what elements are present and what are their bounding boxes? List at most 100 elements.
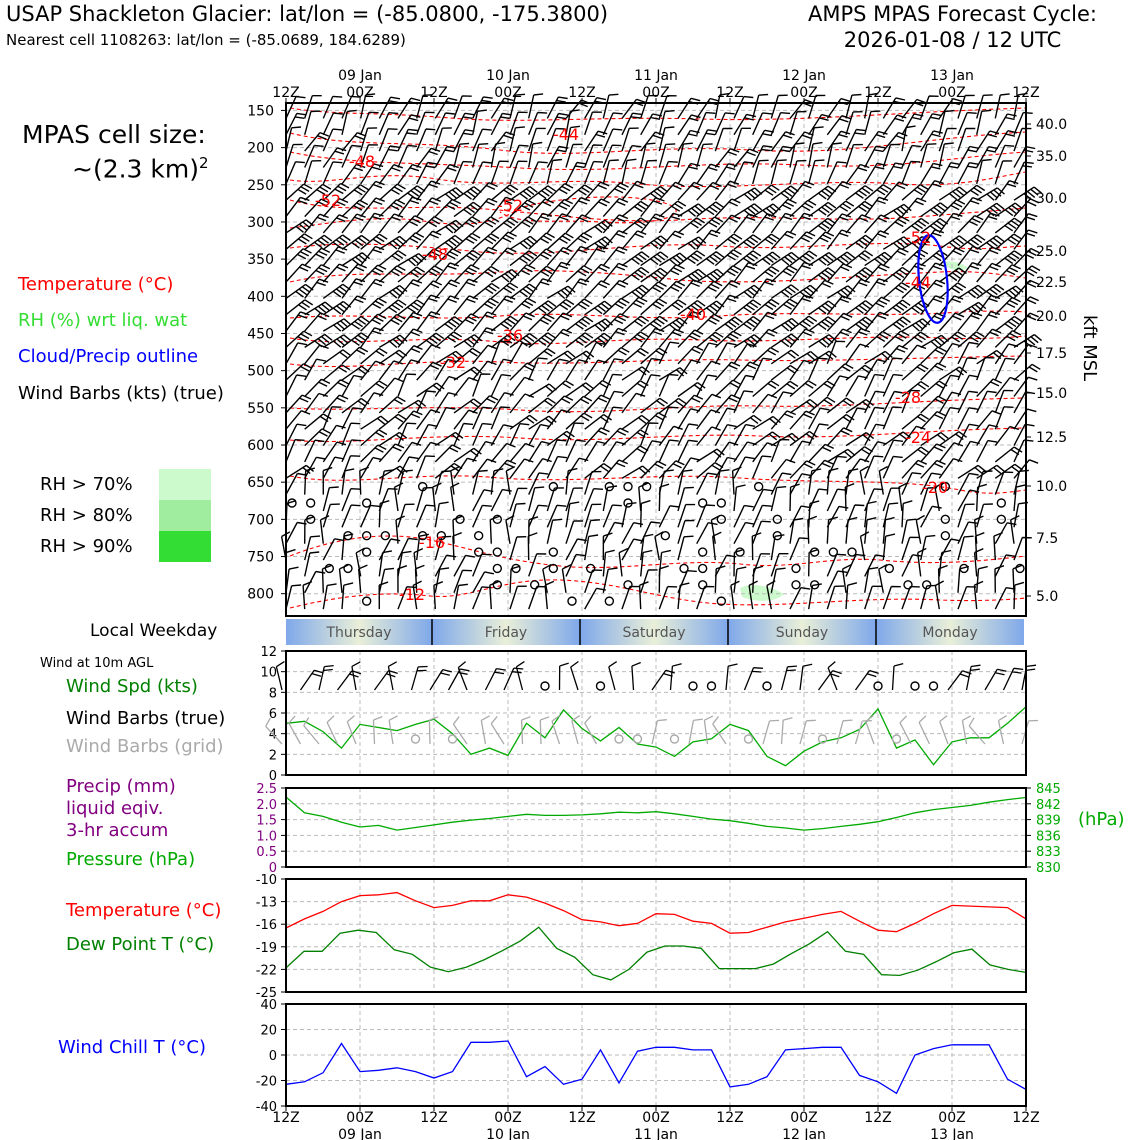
wind-barb: [539, 716, 550, 745]
wind-barb: [434, 567, 450, 593]
grid-barb-group: [712, 716, 727, 745]
wind-barb: [733, 187, 763, 201]
wind-barb: [304, 264, 331, 283]
cross-section-panel: 150 200 250 300 350 400 450 500 550 600 650 700 750 8…: [247, 92, 1067, 617]
wind-barb: [808, 334, 837, 348]
wind-calm-circle: [772, 514, 783, 525]
wind-barb: [937, 564, 948, 593]
wind-barb: [528, 93, 544, 119]
wind-barb: [434, 407, 456, 430]
wind-barb: [452, 532, 462, 561]
weekday-cell: [432, 619, 580, 645]
wind-barb: [808, 252, 837, 267]
wind-barb: [882, 247, 909, 267]
wind-barb: [882, 455, 903, 479]
y-tick-label: -19: [256, 941, 277, 956]
wind-barb: [677, 236, 707, 250]
grid-barb-group: [865, 715, 875, 745]
wind-barb: [546, 127, 566, 152]
wind-barb: [677, 217, 705, 234]
wind-barb: [677, 181, 703, 201]
wind-barb: [509, 342, 532, 365]
wind-barb: [696, 143, 713, 168]
wind-barb: [901, 389, 920, 414]
wind-barb: [976, 565, 988, 593]
wind-barb: [378, 313, 406, 332]
time-tick-label-bottom: 00Z: [642, 1110, 669, 1126]
wind-barb: [322, 246, 348, 267]
wind-barb: [360, 212, 384, 234]
wind-barb: [882, 215, 910, 234]
wind-barb: [602, 93, 619, 119]
wind-calm-circle: [688, 681, 698, 691]
wind-barb: [658, 328, 684, 348]
wind-barb: [808, 231, 835, 250]
date-label-bottom: 10 Jan: [486, 1127, 530, 1140]
wind-barb: [528, 248, 555, 267]
wind-barb: [528, 423, 550, 446]
wind-barb: [621, 585, 640, 610]
wind-barb: [322, 394, 349, 414]
wind-barb: [378, 284, 408, 299]
weekday-label: Friday: [485, 625, 527, 641]
wind-barb: [360, 444, 387, 463]
wind-barb: [360, 111, 379, 136]
wind-barb: [378, 550, 393, 577]
wind-barb: [965, 664, 981, 691]
wind-barb: [509, 250, 538, 267]
wind-barb: [378, 112, 399, 136]
wind-barb: [397, 196, 422, 218]
true-barb-group: [669, 663, 682, 691]
wind-calm-circle: [697, 498, 708, 508]
wind-barb: [372, 715, 383, 745]
wind-barb: [565, 298, 593, 316]
wind-barb: [322, 456, 345, 479]
wind-barb: [397, 410, 423, 430]
wind-barb: [864, 230, 890, 250]
wind-barb: [864, 130, 888, 152]
wind-barb: [565, 332, 594, 348]
wind-barb: [304, 312, 330, 332]
wind-barb: [920, 431, 949, 447]
temperature-contour-label: -44: [905, 273, 931, 292]
wind-barb: [826, 285, 856, 299]
wind-barb: [397, 456, 419, 479]
wind-barb: [957, 407, 979, 430]
wind-barb: [416, 332, 445, 348]
wind-barb: [490, 315, 519, 332]
wind-barb: [434, 97, 458, 119]
wind-barb: [854, 669, 879, 691]
wind-barb: [321, 564, 332, 593]
wind-barb: [322, 583, 337, 610]
y-tick-label: -13: [256, 896, 277, 911]
wind-barb: [770, 230, 797, 250]
wind-barb: [752, 455, 772, 479]
wind-barb: [920, 202, 949, 218]
wind-barb: [957, 521, 978, 545]
wind-barb: [584, 414, 612, 430]
wind-calm-circle: [996, 498, 1007, 508]
wind-barb: [322, 283, 351, 299]
wind-barb: [976, 130, 1000, 152]
wind-barb: [428, 716, 439, 745]
wind-barb: [322, 503, 340, 528]
wind-barb: [901, 536, 920, 561]
wind-barb: [584, 130, 608, 152]
wind-barb: [528, 383, 557, 398]
wind-barb: [730, 580, 740, 610]
wind-calm-circle: [473, 547, 484, 557]
wind-barb: [891, 662, 904, 691]
wind-barb: [845, 300, 874, 316]
wind-barb: [304, 333, 333, 348]
grid-barb-group: [571, 715, 581, 745]
wind-barb: [1021, 664, 1037, 691]
wind-barb: [360, 233, 388, 250]
time-tick-label-top: 12Z: [272, 85, 299, 101]
wind-barb: [920, 113, 942, 136]
wind-barb: [976, 94, 993, 119]
wind-barb: [826, 213, 852, 234]
wind-calm-circle: [706, 681, 717, 691]
wind-barb: [472, 469, 488, 495]
wind-barb: [1013, 581, 1025, 610]
wind-barb: [712, 716, 727, 745]
